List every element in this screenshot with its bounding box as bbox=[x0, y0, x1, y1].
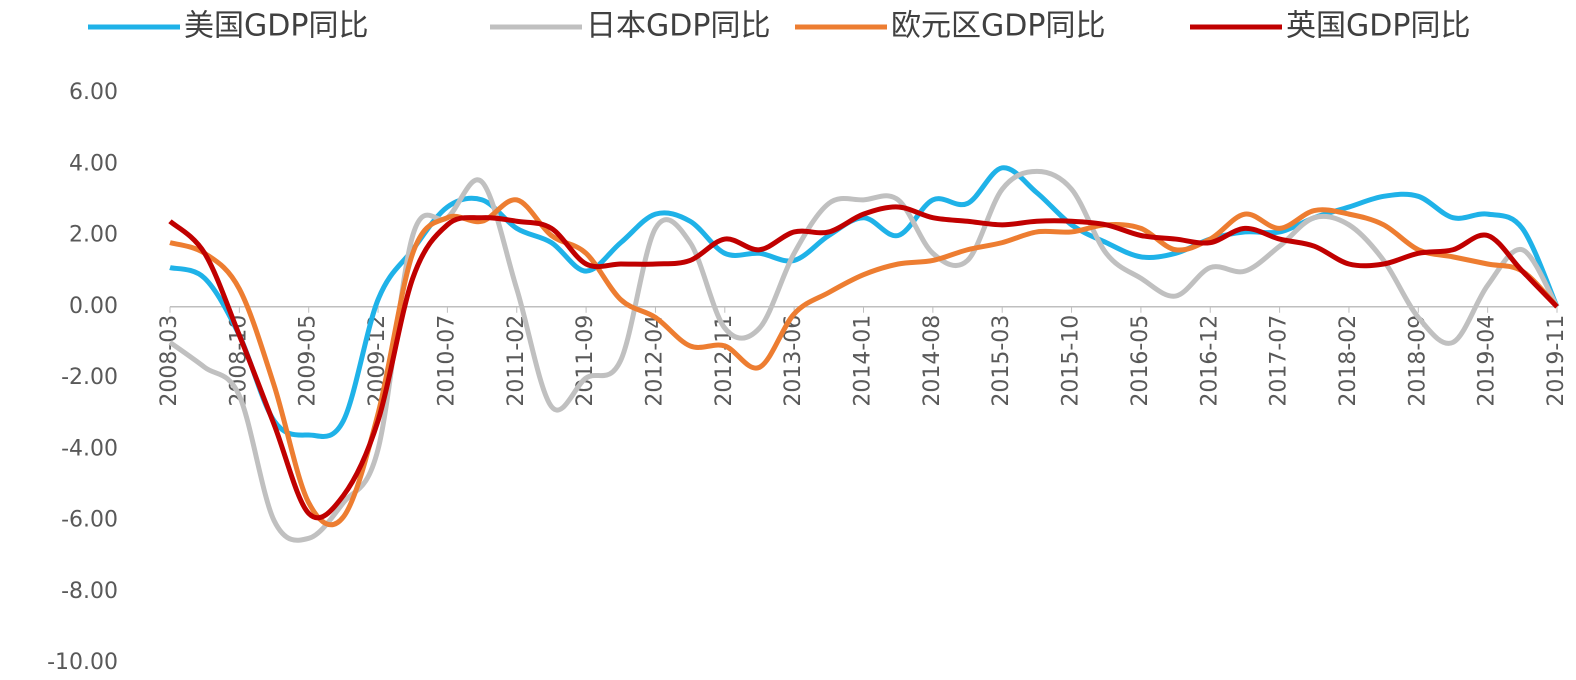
x-tick-label: 2012-04 bbox=[642, 315, 667, 407]
y-tick-label: 0.00 bbox=[69, 294, 118, 319]
y-tick-label: 6.00 bbox=[69, 80, 118, 105]
x-tick-label: 2014-08 bbox=[920, 315, 945, 407]
x-tick-label: 2009-05 bbox=[296, 315, 321, 407]
series-line bbox=[168, 204, 1559, 521]
x-tick-label: 2010-07 bbox=[434, 315, 459, 407]
x-tick-label: 2008-03 bbox=[157, 315, 182, 407]
y-tick-label: 2.00 bbox=[69, 223, 118, 248]
legend-label: 英国GDP同比 bbox=[1286, 9, 1470, 44]
x-tick-label: 2011-02 bbox=[504, 315, 529, 407]
y-tick-label: -4.00 bbox=[61, 436, 118, 461]
y-tick-label: -2.00 bbox=[61, 365, 118, 390]
x-tick-label: 2016-12 bbox=[1197, 315, 1222, 407]
x-tick-label: 2018-02 bbox=[1336, 315, 1361, 407]
legend-label: 美国GDP同比 bbox=[184, 9, 368, 44]
x-tick-label: 2014-01 bbox=[851, 315, 876, 407]
legend-label: 欧元区GDP同比 bbox=[891, 9, 1105, 44]
y-tick-label: -8.00 bbox=[61, 579, 118, 604]
x-tick-label: 2016-05 bbox=[1128, 315, 1153, 407]
x-tick-label: 2019-11 bbox=[1544, 315, 1569, 407]
x-tick-label: 2019-04 bbox=[1475, 315, 1500, 407]
x-tick-label: 2015-03 bbox=[989, 315, 1014, 407]
y-tick-label: -6.00 bbox=[61, 508, 118, 533]
x-tick-label: 2017-07 bbox=[1267, 315, 1292, 407]
x-tick-label: 2015-10 bbox=[1059, 315, 1084, 407]
y-tick-label: 4.00 bbox=[69, 151, 118, 176]
legend-label: 日本GDP同比 bbox=[586, 9, 770, 44]
y-tick-label: -10.00 bbox=[47, 650, 118, 675]
